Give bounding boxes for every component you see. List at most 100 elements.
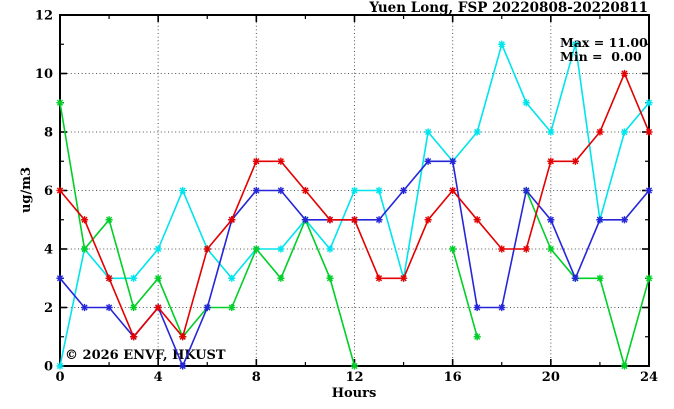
star-icon	[253, 187, 260, 194]
green-series-marker	[449, 245, 457, 253]
red-series-marker	[449, 186, 457, 195]
star-icon	[645, 187, 653, 194]
y-tick-label-10: 10	[35, 67, 53, 82]
star-icon	[596, 275, 604, 282]
star-icon	[326, 275, 334, 282]
blue-series-marker	[571, 274, 579, 282]
red-series-marker	[399, 274, 408, 282]
star-icon	[277, 245, 284, 253]
star-icon	[572, 41, 579, 48]
star-icon	[277, 275, 284, 282]
green-series-line	[59, 102, 650, 369]
star-icon	[474, 216, 481, 223]
star-icon	[81, 216, 88, 223]
star-icon	[326, 245, 334, 253]
star-icon	[351, 216, 358, 223]
star-icon	[645, 99, 653, 106]
cyan-series-marker	[571, 40, 579, 48]
watermark-text: © 2026 ENVF, HKUST	[65, 348, 226, 363]
green-series-marker	[473, 333, 481, 341]
green-series-marker	[56, 99, 64, 107]
cyan-series-marker	[473, 128, 481, 136]
x-tick-label-24: 24	[640, 370, 658, 385]
red-series	[56, 69, 653, 341]
star-icon	[351, 187, 358, 194]
star-icon	[155, 275, 162, 282]
red-series-marker	[522, 245, 530, 253]
star-icon	[155, 245, 162, 253]
red-series-marker	[203, 245, 211, 253]
star-icon	[56, 99, 64, 106]
star-icon	[572, 275, 579, 282]
star-icon	[302, 187, 309, 194]
cyan-series-marker	[547, 128, 555, 136]
red-series-marker	[326, 216, 334, 224]
star-icon	[277, 158, 284, 165]
star-icon	[547, 245, 554, 253]
blue-series-marker	[620, 216, 629, 224]
red-series-marker	[80, 216, 89, 224]
star-icon	[130, 304, 137, 311]
star-icon	[547, 216, 554, 223]
star-icon	[449, 158, 456, 165]
red-series-marker	[56, 186, 64, 195]
green-series-marker	[228, 303, 236, 312]
cyan-series-marker	[522, 99, 530, 107]
green-series-marker	[154, 274, 162, 282]
red-series-marker	[301, 186, 310, 195]
star-icon	[645, 128, 653, 136]
blue-series-marker	[277, 186, 285, 195]
star-icon	[523, 245, 530, 253]
green-series-marker	[326, 274, 334, 282]
blue-series-marker	[596, 216, 604, 224]
star-icon	[523, 99, 530, 106]
y-tick-label-6: 6	[44, 184, 53, 199]
star-icon	[228, 216, 235, 223]
blue-series-marker	[375, 216, 383, 224]
star-icon	[425, 128, 432, 136]
star-icon	[498, 304, 505, 311]
star-icon	[474, 304, 481, 311]
green-series-marker	[105, 216, 113, 224]
star-icon	[498, 245, 505, 253]
x-tick-label-12: 12	[345, 370, 363, 385]
blue-series-marker	[547, 216, 555, 224]
data-series	[56, 40, 653, 370]
x-tick-label-4: 4	[154, 370, 163, 385]
y-axis-label: ug/m3	[19, 167, 34, 213]
x-axis-label: Hours	[332, 386, 377, 401]
cyan-series-marker	[350, 186, 359, 195]
green-series-marker	[277, 274, 285, 282]
cyan-series-marker	[620, 128, 629, 136]
blue-series-marker	[80, 303, 89, 312]
red-series-marker	[277, 157, 285, 165]
star-icon	[425, 216, 432, 223]
star-icon	[498, 41, 505, 48]
star-icon	[56, 275, 64, 282]
max-annotation: Max = 11.00	[560, 35, 648, 50]
star-icon	[596, 128, 604, 136]
red-series-marker	[596, 128, 604, 136]
star-icon	[204, 304, 211, 311]
y-tick-label-4: 4	[44, 243, 53, 258]
star-icon	[474, 333, 481, 340]
star-icon	[56, 187, 64, 194]
star-icon	[105, 304, 113, 311]
star-icon	[375, 275, 383, 282]
cyan-series-marker	[424, 128, 432, 136]
star-icon	[621, 70, 628, 77]
star-icon	[81, 304, 88, 311]
star-icon	[253, 245, 260, 253]
blue-series-marker	[301, 216, 310, 224]
star-icon	[547, 158, 554, 165]
star-icon	[474, 128, 481, 136]
cyan-series-marker	[645, 99, 653, 107]
green-series-marker	[80, 245, 89, 253]
red-series-marker	[645, 128, 653, 136]
star-icon	[105, 275, 113, 282]
green-series-marker	[350, 362, 359, 370]
star-icon	[449, 187, 456, 194]
